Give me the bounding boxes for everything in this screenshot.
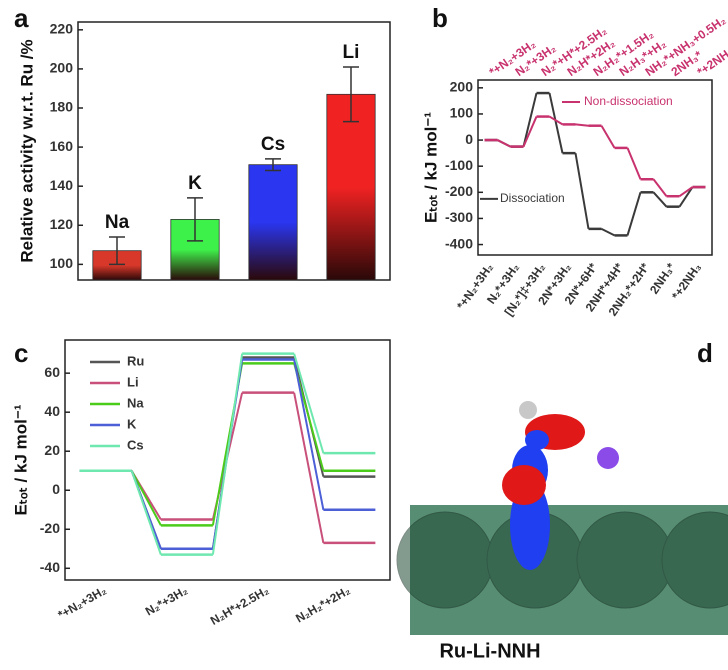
connector [293,359,325,510]
connector [600,125,616,149]
y-tick-label: 180 [50,99,74,115]
y-tick-label: 120 [50,216,74,232]
legend-label: Cs [127,437,144,452]
y-tick-label: 200 [450,79,474,95]
y-tick-label: 0 [465,131,473,147]
connector [522,92,538,147]
caption: Ru-Li-NNH [439,640,540,662]
li-atom [597,447,619,469]
connector [678,186,694,208]
bar-label: Li [343,42,360,63]
error-bar [109,236,125,266]
x-tick-label: N₂H*+2.5H₂ [208,583,271,628]
bar-label: K [188,173,202,194]
panel-letter: c [14,338,28,368]
density-red [502,465,546,505]
y-tick-label: 60 [44,364,60,380]
plot-frame [477,79,713,256]
connector [574,152,590,230]
panel-letter: b [432,3,448,33]
connector [293,353,325,454]
ru-atom [661,511,728,609]
y-tick-label: 40 [44,403,60,419]
x-tick-label: N₂*+3H₂ [143,583,190,618]
structure-render: Ru-Li-NNH d [396,338,728,662]
connector [548,92,564,154]
connector [522,116,538,148]
connector [130,470,162,526]
y-tick-label: -20 [40,520,60,536]
plot-frame [77,21,391,281]
density-blue [525,430,549,450]
legend-label: Non-dissociation [584,94,673,108]
y-tick-label: 160 [50,138,74,154]
y-tick-label: -400 [445,235,473,251]
y-tick-label: 200 [50,60,74,76]
y-axis-label: Eₜₒₜ / kJ mol⁻¹ [11,404,30,515]
legend-label: Ru [127,353,144,368]
error-bar [265,158,281,172]
y-axis-label: Eₜₒₜ / kJ mol⁻¹ [421,112,440,223]
y-tick-label: 100 [50,255,74,271]
connector [575,123,589,127]
connector [652,178,668,197]
connector [601,227,615,237]
panel-letter: a [14,3,29,33]
bar [248,164,298,281]
error-bar [187,197,203,242]
bar-label: Na [105,212,130,233]
legend-label: K [127,416,137,431]
error-bar [343,66,359,123]
panel-letter: d [697,338,713,368]
ru-atom [396,511,494,609]
y-tick-label: -300 [445,209,473,225]
y-tick-label: 220 [50,21,74,37]
legend-label: Dissociation [500,191,565,205]
ru-atom [576,511,674,609]
x-tick-label: N₂H₂*+2H₂ [293,583,352,625]
y-tick-label: -40 [40,559,60,575]
y-tick-label: 0 [52,481,60,497]
connector [652,191,668,208]
x-tick-label: *+N₂+3H₂ [454,261,496,313]
connector [497,139,511,148]
bar-label: Cs [261,134,285,155]
x-tick-label: *+N₂+3H₂ [56,583,109,622]
plot-frame [64,339,391,581]
connector [626,192,642,236]
connector [130,470,162,555]
y-tick-label: -200 [445,183,473,199]
y-tick-label: 140 [50,177,74,193]
connector [626,147,642,180]
connector [211,353,244,555]
legend-label: Li [127,374,139,389]
y-tick-label: 100 [450,105,474,121]
y-tick-label: 20 [44,442,60,458]
h-atom [519,401,537,419]
y-tick-label: -100 [445,157,473,173]
connector [678,186,694,198]
connector [548,115,564,126]
y-axis-label: Relative activity w.r.t. Ru /% [17,39,36,262]
legend-label: Na [127,395,144,410]
bar [326,93,376,281]
connector [293,392,325,544]
